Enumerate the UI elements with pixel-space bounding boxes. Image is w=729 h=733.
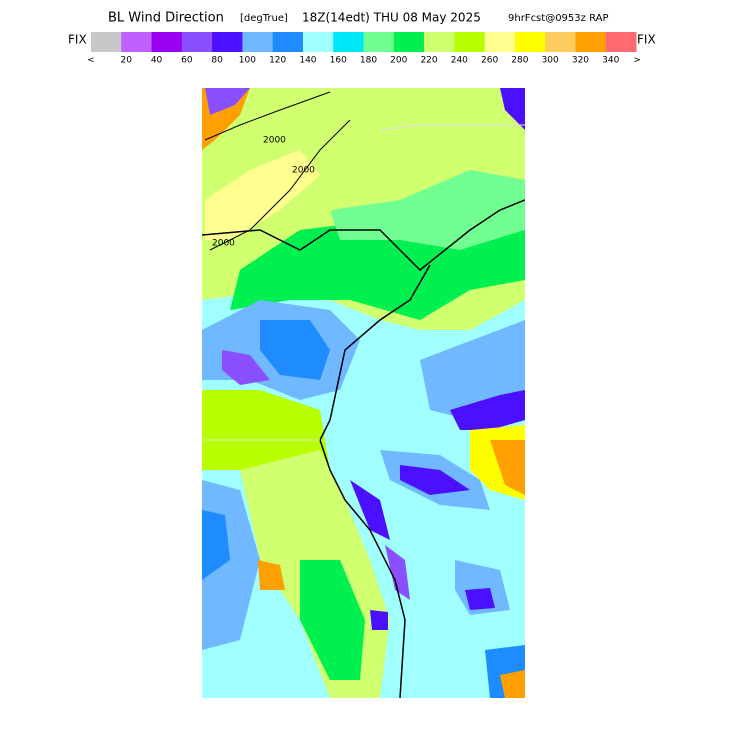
colorbar-label: 260 [481,56,498,66]
colorbar-label: 180 [360,56,377,66]
colorbar-swatch [605,32,637,52]
colorbar-label: 280 [511,56,528,66]
colorbar-swatch [272,32,304,52]
colorbar-label: > [633,56,641,66]
forecast: 9hrFcst@0953z RAP [508,13,608,24]
region [465,588,495,610]
colorbar-swatch [242,32,274,52]
title: BL Wind Direction [108,11,224,26]
colorbar-swatch [121,32,153,52]
colorbar-label: 20 [121,56,133,66]
contour-label: 2000 [212,239,235,249]
colorbar-label: 240 [451,56,468,66]
colorbar-swatch [302,32,334,52]
colorbar-swatch [393,32,425,52]
colorbar-swatch [484,32,516,52]
region [490,440,525,495]
valid-time: 18Z(14edt) THU 08 May 2025 [302,11,481,25]
colorbar-label: 320 [572,56,589,66]
colorbar-swatch [212,32,243,52]
region [205,150,320,240]
contour [204,91,351,251]
region [500,88,525,130]
colorbar-swatch [545,32,576,52]
colorbar-label: 40 [151,56,163,66]
region [450,390,525,430]
region [500,670,525,698]
colorbar-swatch [424,32,455,52]
colorbar-label: 60 [181,56,193,66]
fix-left: FIX [68,33,87,47]
colorbar-label: 80 [211,56,223,66]
colorbar-label: 220 [420,56,437,66]
state-border [202,124,525,441]
region [258,560,285,590]
colorbar-swatch [514,32,546,52]
region [222,350,270,385]
colorbar-swatch [151,32,183,52]
colorbar-label: 300 [542,56,559,66]
colorbar-label: 340 [602,56,619,66]
units: [degTrue] [240,13,288,24]
region [300,560,365,680]
region [420,320,525,420]
colorbar: <20 40 60 80 100 120 140 160 180 200 220 240 260 280 3… [87,32,641,66]
region [202,510,230,580]
contour-label: 2000 [263,136,286,146]
contour-label: 2000 [292,166,315,176]
colorbar-label: 140 [299,56,316,66]
coastline [202,199,525,698]
region [385,545,410,600]
map: 2000 2000 2000 [202,88,525,698]
region [400,465,470,495]
region [205,88,250,115]
colorbar-label: 120 [269,56,286,66]
colorbar-label: 160 [330,56,347,66]
colorbar-swatch [454,32,486,52]
region [370,610,388,630]
colorbar-label: < [87,56,95,66]
colorbar-swatch [363,32,395,52]
colorbar-label: 200 [390,56,407,66]
region [260,320,330,380]
colorbar-swatch [91,32,122,52]
region [350,480,390,540]
fix-right: FIX [637,33,656,47]
colorbar-label: 100 [239,56,256,66]
colorbar-swatch [333,32,364,52]
colorbar-swatch [575,32,607,52]
colorbar-swatch [181,32,213,52]
